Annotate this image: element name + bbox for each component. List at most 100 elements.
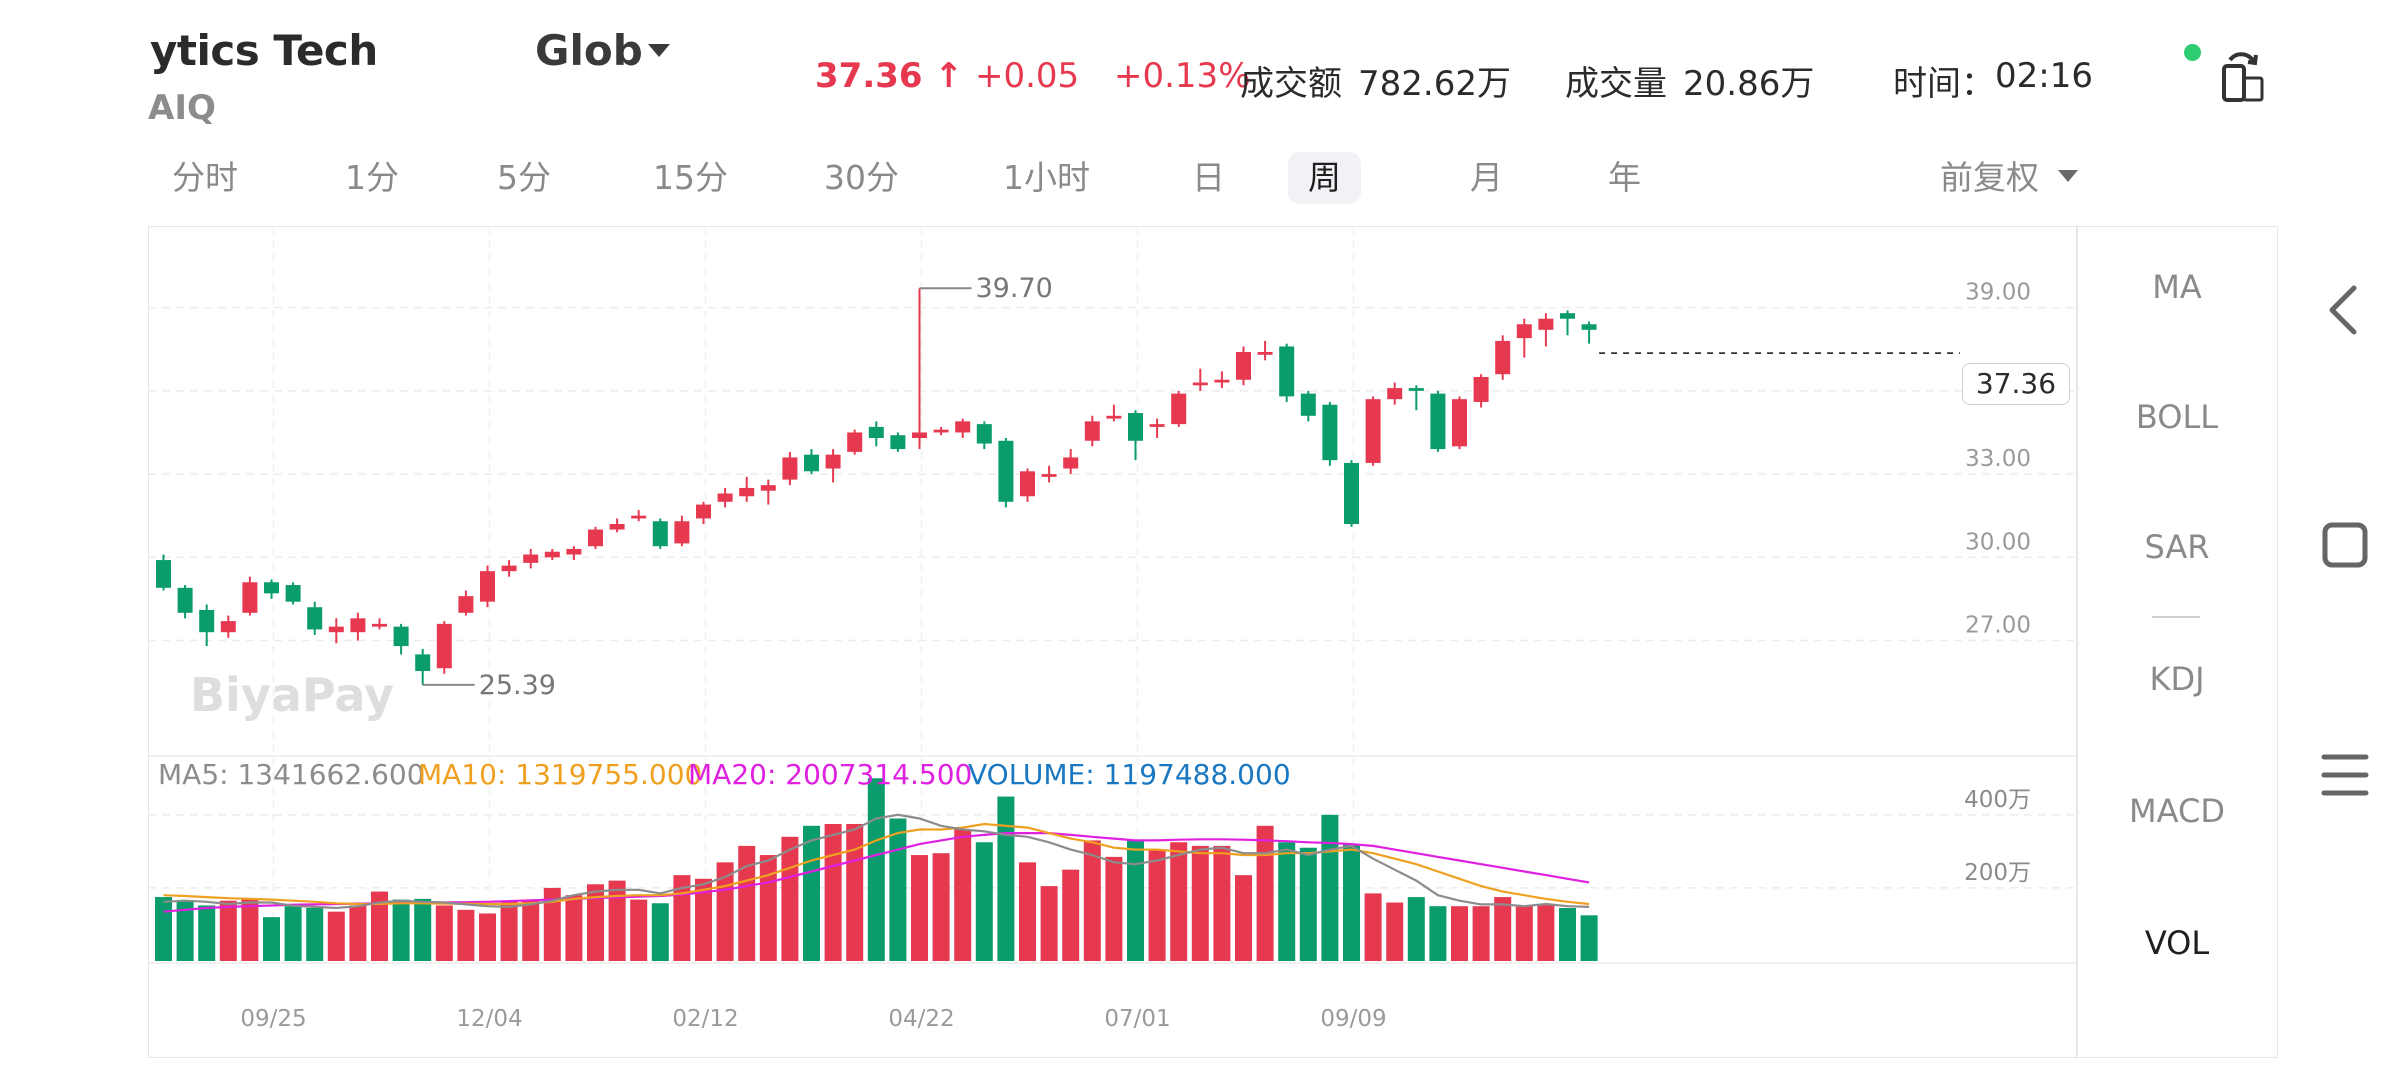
candle-body (1300, 393, 1316, 416)
indicator-macd[interactable]: MACD (2129, 792, 2225, 830)
candle-body (631, 515, 647, 519)
tab-1[interactable]: 1分 (345, 158, 399, 197)
watermark: BiyaPay (190, 668, 394, 722)
candle-body (782, 457, 798, 480)
volume-bar (1278, 842, 1296, 961)
volume-bar (176, 900, 194, 961)
volume-bar (1083, 840, 1101, 961)
caret-down-icon[interactable] (2058, 170, 2078, 182)
volume-bar (1019, 862, 1036, 961)
volume-bar (500, 900, 518, 961)
volume-bar (1407, 897, 1425, 961)
candle-body (480, 571, 495, 602)
volume-bar (1062, 869, 1080, 961)
candle-body (1063, 457, 1079, 469)
candle-body (1171, 393, 1187, 425)
volume-bar (479, 913, 496, 961)
tab-7[interactable]: 周 (1288, 152, 1361, 204)
tab-6[interactable]: 日 (1192, 158, 1225, 197)
volume-bar (1191, 845, 1209, 961)
candle-body (1495, 340, 1511, 375)
price-tick-label: 39.00 (1965, 280, 2031, 306)
indicator-vol[interactable]: VOL (2144, 924, 2210, 962)
indicator-divider (2152, 616, 2200, 618)
tab-4[interactable]: 30分 (824, 158, 899, 197)
candle-body (1344, 462, 1359, 524)
volume-bar (1256, 825, 1274, 961)
candle-body (264, 582, 279, 594)
volume-bar (608, 880, 626, 961)
volume-bar (306, 908, 324, 961)
candle-body (393, 626, 409, 647)
volume-value: 20.86万 (1683, 64, 1815, 104)
candle-body (674, 521, 690, 544)
caret-down-icon[interactable] (648, 44, 670, 57)
candle-body (998, 440, 1014, 502)
fund-title: ytics Tech (150, 26, 378, 75)
volume-bar (932, 853, 950, 961)
market-selector[interactable]: Glob (535, 26, 643, 75)
candle-body (890, 435, 906, 450)
volume-bar (1321, 814, 1339, 961)
menu-icon[interactable] (2310, 745, 2380, 805)
legend-ma5: MA5: 1341662.600 (158, 758, 425, 791)
home-icon[interactable] (2310, 515, 2380, 575)
adjust-selector[interactable]: 前复权 (1940, 158, 2039, 197)
tab-0[interactable]: 分时 (172, 158, 238, 197)
volume-bar (975, 842, 993, 961)
candle-body (1322, 404, 1338, 461)
price-change: +0.05 (975, 56, 1080, 96)
candle-body (955, 421, 971, 433)
legend-volume: VOLUME: 1197488.000 (968, 758, 1291, 791)
x-tick-label: 12/04 (456, 1006, 522, 1032)
volume-bar (889, 818, 907, 961)
candle-body (372, 623, 387, 627)
kline-chart[interactable]: 39.0036.0033.0030.0027.00400万200万09/2512… (148, 226, 2076, 1056)
volume-bar (867, 778, 885, 961)
price-tick-label: 33.00 (1965, 446, 2031, 472)
indicator-ma[interactable]: MA (2152, 268, 2202, 306)
candle-body (220, 621, 236, 633)
volume-bar (414, 898, 432, 961)
candle-body (825, 454, 841, 469)
chart-frame (148, 226, 2078, 1058)
candle-body (1408, 388, 1424, 391)
candle-body (976, 424, 992, 444)
tab-9[interactable]: 年 (1608, 158, 1641, 197)
tab-3[interactable]: 15分 (653, 158, 728, 197)
candle-body (1538, 318, 1554, 330)
candle-body (1365, 399, 1381, 463)
volume-bar (1105, 856, 1123, 961)
volume-bar (1451, 906, 1468, 961)
candle-body (523, 554, 539, 563)
indicator-kdj[interactable]: KDJ (2149, 660, 2205, 698)
turnover-value: 782.62万 (1358, 64, 1511, 104)
candle-body (717, 493, 733, 502)
candle-body (177, 587, 193, 613)
candle-body (1106, 415, 1122, 419)
volume-bar (155, 897, 172, 961)
indicator-boll[interactable]: BOLL (2135, 398, 2219, 436)
ma10-line (163, 822, 1590, 906)
volume-bar (954, 829, 972, 961)
indicator-sar[interactable]: SAR (2144, 528, 2210, 566)
volume-bar (911, 855, 928, 961)
candle-body (328, 626, 344, 633)
volume-bar (543, 887, 561, 961)
candle-body (760, 485, 776, 491)
volume-bar (997, 796, 1015, 961)
volume-bar (198, 905, 216, 961)
candle-body (1581, 324, 1597, 330)
volume-bar (1494, 897, 1512, 961)
tab-2[interactable]: 5分 (497, 158, 551, 197)
x-tick-label: 04/22 (888, 1006, 954, 1032)
volume-bar (1343, 844, 1360, 961)
tab-8[interactable]: 月 (1470, 158, 1503, 197)
back-icon[interactable] (2310, 280, 2380, 340)
candle-body (696, 504, 711, 519)
volume-bar (587, 884, 604, 961)
low-label: 25.39 (479, 670, 556, 701)
volume-bar (522, 899, 540, 961)
tab-5[interactable]: 1小时 (1003, 158, 1090, 197)
export-icon[interactable] (2218, 50, 2268, 106)
